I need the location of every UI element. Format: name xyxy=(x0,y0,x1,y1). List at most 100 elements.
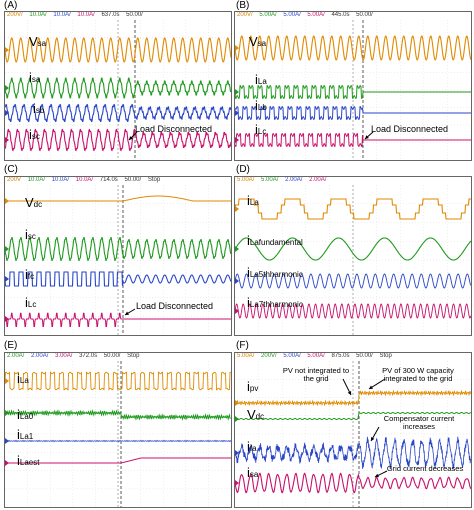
channel-marker xyxy=(235,450,239,456)
signal-label: iLa5thharmonic xyxy=(247,265,303,280)
ch3-scale: 2.00A/ xyxy=(285,177,303,183)
channel-marker xyxy=(5,410,9,416)
ch1-scale: 200V xyxy=(7,177,22,183)
channel-marker xyxy=(235,45,239,51)
ch4-scale: 3.00A/ xyxy=(55,353,73,359)
ch4-scale: 5.00A/ xyxy=(307,12,325,18)
channel-marker xyxy=(235,480,239,486)
signal-label: Vdc xyxy=(247,407,265,422)
trace-ch1 xyxy=(235,198,471,220)
trace-ch3 xyxy=(5,271,231,287)
signal-label: iLc xyxy=(255,122,267,137)
time-scale: 50.00/ xyxy=(356,353,373,359)
signal-label: isb xyxy=(33,101,45,116)
time-position: 875.0s xyxy=(331,353,350,359)
ch2-scale: 10.0A/ xyxy=(27,177,46,183)
trace-ch3 xyxy=(235,106,471,120)
channel-marker xyxy=(5,85,9,91)
ch1-scale: 200V/ xyxy=(237,12,253,18)
channel-header: 5.00A/ 5.00A/ 2.00A/ 2.00A/ xyxy=(237,177,331,183)
ch3-scale: 10.0A/ xyxy=(53,12,71,18)
trace-ch1 xyxy=(5,37,231,63)
channel-marker xyxy=(5,198,9,204)
channel-marker xyxy=(5,47,9,53)
channel-marker xyxy=(235,206,239,212)
annotation-arrowhead xyxy=(375,473,379,478)
ch2-scale: 2.00A/ xyxy=(7,353,25,359)
oscilloscope-screen: 200V/ 10.0A/ 10.0A/ 10.0A/ 637.0s 50.00/… xyxy=(4,11,232,161)
trace-ch3 xyxy=(5,103,231,123)
trace-ch3 xyxy=(235,273,471,289)
signal-label: ifa xyxy=(247,439,257,454)
run-state: Stop xyxy=(127,353,140,359)
annotation-arrowhead xyxy=(371,437,375,441)
channel-marker xyxy=(5,378,9,384)
time-position: 372.0s xyxy=(79,353,98,359)
waveforms xyxy=(5,361,231,507)
panel-label: (E) xyxy=(4,340,18,351)
channel-marker xyxy=(235,278,239,284)
trace-ch2 xyxy=(5,236,231,262)
annotation-pv-integrated: PV of 300 W capacity integrated to the g… xyxy=(382,366,454,383)
annotation-compensator-current: Compensator current increases xyxy=(383,414,455,431)
time-position: 714.0s xyxy=(99,177,118,183)
channel-marker xyxy=(235,89,239,95)
ch3-scale: 5.00A/ xyxy=(283,353,301,359)
channel-marker xyxy=(235,416,239,422)
oscilloscope-screen: 5.00A/ 5.00A/ 2.00A/ 2.00A/ iLa iLafunda… xyxy=(234,176,472,336)
channel-marker xyxy=(235,110,239,116)
ch2-scale: 200V/ xyxy=(261,353,277,359)
channel-marker xyxy=(5,246,9,252)
trace-ch2 xyxy=(235,85,471,99)
ch2-scale: 10.0A/ xyxy=(29,12,47,18)
annotation-arrowhead xyxy=(125,311,129,315)
signal-label: iLa xyxy=(255,72,267,87)
waveforms xyxy=(5,20,231,160)
time-position: 637.0s xyxy=(101,12,120,18)
trace-ch4 xyxy=(5,128,231,152)
oscilloscope-screen: 200V 10.0A/ 10.0A/ 10.0A/ 714.0s 50.00/ … xyxy=(4,176,232,336)
channel-marker xyxy=(5,276,9,282)
annotation-arrowhead xyxy=(129,136,133,140)
channel-marker xyxy=(235,246,239,252)
signal-label: ifc xyxy=(25,267,35,282)
panel-label: (A) xyxy=(4,0,18,11)
channel-marker xyxy=(5,438,9,444)
signal-label: isc xyxy=(25,227,36,242)
ch1-scale: 5.00A/ xyxy=(237,177,255,183)
signal-label: iLc xyxy=(25,295,37,310)
ch3-scale: 5.00A/ xyxy=(283,12,301,18)
signal-label: iLa7thharmonic xyxy=(247,295,303,310)
channel-marker xyxy=(5,460,9,466)
panel-label: (D) xyxy=(236,164,250,175)
oscilloscope-screen: 2.00A/ 2.00A/ 3.00A/ 372.0s 50.00/ Stop … xyxy=(4,352,232,508)
ch2-scale: 5.00A/ xyxy=(261,177,279,183)
ch1-scale: 200V/ xyxy=(7,12,23,18)
signal-label: Vsa xyxy=(249,34,267,49)
ch4-scale: 2.00A/ xyxy=(309,177,327,183)
signal-label: iLaest xyxy=(17,453,40,468)
channel-marker xyxy=(235,137,239,143)
ch4-scale: 5.00A/ xyxy=(307,353,325,359)
waveforms xyxy=(235,20,471,160)
trace-ch2 xyxy=(235,237,471,261)
channel-marker xyxy=(5,110,9,116)
channel-header: 200V 10.0A/ 10.0A/ 10.0A/ 714.0s 50.00/ … xyxy=(7,177,165,183)
annotation-arrowhead xyxy=(347,391,352,395)
trace-ch1 xyxy=(235,389,471,407)
signal-label: Vsa xyxy=(29,34,47,49)
time-scale: 50.00/ xyxy=(356,12,373,18)
ch2-scale: 5.00A/ xyxy=(259,12,277,18)
trace-ch3 xyxy=(5,439,231,443)
channel-header: 5.00A/ 200V/ 5.00A/ 5.00A/ 875.0s 50.00/… xyxy=(237,353,397,359)
annotation-load-disconnected: Load Disconnected xyxy=(371,124,449,134)
ch3-scale: 2.00A/ xyxy=(31,353,49,359)
signal-label: iLa xyxy=(247,193,259,208)
annotation-load-disconnected: Load Disconnected xyxy=(136,301,214,311)
run-state: Stop xyxy=(147,177,161,183)
run-state: Stop xyxy=(379,353,392,359)
trace-ch1 xyxy=(235,35,471,61)
signal-label: iLa0 xyxy=(17,407,34,422)
signal-label: isc xyxy=(29,127,40,142)
annotation-grid-current: Grid current decreases xyxy=(386,464,464,473)
